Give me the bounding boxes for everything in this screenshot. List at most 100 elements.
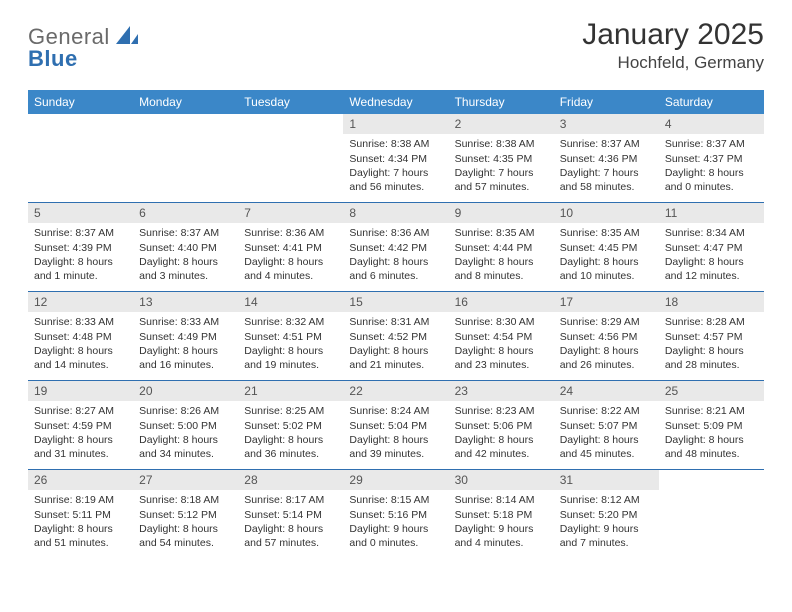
daylight-text: Daylight: 8 hours and 26 minutes. <box>560 344 653 372</box>
calendar-row: 19Sunrise: 8:27 AMSunset: 4:59 PMDayligh… <box>28 381 764 470</box>
sunset-text: Sunset: 5:20 PM <box>560 508 653 522</box>
calendar-cell: 28Sunrise: 8:17 AMSunset: 5:14 PMDayligh… <box>238 470 343 559</box>
day-detail: Sunrise: 8:37 AMSunset: 4:39 PMDaylight:… <box>28 223 133 289</box>
day-number: 12 <box>28 292 133 312</box>
day-number: 6 <box>133 203 238 223</box>
calendar-cell: 26Sunrise: 8:19 AMSunset: 5:11 PMDayligh… <box>28 470 133 559</box>
sunrise-text: Sunrise: 8:14 AM <box>455 493 548 507</box>
sunset-text: Sunset: 5:07 PM <box>560 419 653 433</box>
sunrise-text: Sunrise: 8:30 AM <box>455 315 548 329</box>
calendar-cell <box>28 114 133 203</box>
calendar-cell: 20Sunrise: 8:26 AMSunset: 5:00 PMDayligh… <box>133 381 238 470</box>
day-detail: Sunrise: 8:35 AMSunset: 4:45 PMDaylight:… <box>554 223 659 289</box>
daylight-text: Daylight: 8 hours and 54 minutes. <box>139 522 232 550</box>
calendar-cell: 27Sunrise: 8:18 AMSunset: 5:12 PMDayligh… <box>133 470 238 559</box>
brand-word-2: Blue <box>28 46 78 71</box>
day-detail: Sunrise: 8:22 AMSunset: 5:07 PMDaylight:… <box>554 401 659 467</box>
day-number: 14 <box>238 292 343 312</box>
calendar-cell: 6Sunrise: 8:37 AMSunset: 4:40 PMDaylight… <box>133 203 238 292</box>
day-detail: Sunrise: 8:12 AMSunset: 5:20 PMDaylight:… <box>554 490 659 556</box>
calendar-cell: 17Sunrise: 8:29 AMSunset: 4:56 PMDayligh… <box>554 292 659 381</box>
day-number: 11 <box>659 203 764 223</box>
calendar-cell: 11Sunrise: 8:34 AMSunset: 4:47 PMDayligh… <box>659 203 764 292</box>
sunrise-text: Sunrise: 8:12 AM <box>560 493 653 507</box>
day-number: 21 <box>238 381 343 401</box>
day-number: 8 <box>343 203 448 223</box>
col-monday: Monday <box>133 90 238 114</box>
calendar-cell: 8Sunrise: 8:36 AMSunset: 4:42 PMDaylight… <box>343 203 448 292</box>
sunrise-text: Sunrise: 8:19 AM <box>34 493 127 507</box>
sunset-text: Sunset: 4:39 PM <box>34 241 127 255</box>
daylight-text: Daylight: 8 hours and 6 minutes. <box>349 255 442 283</box>
day-number: 23 <box>449 381 554 401</box>
day-detail: Sunrise: 8:18 AMSunset: 5:12 PMDaylight:… <box>133 490 238 556</box>
sunrise-text: Sunrise: 8:28 AM <box>665 315 758 329</box>
day-detail: Sunrise: 8:34 AMSunset: 4:47 PMDaylight:… <box>659 223 764 289</box>
day-detail: Sunrise: 8:21 AMSunset: 5:09 PMDaylight:… <box>659 401 764 467</box>
sunset-text: Sunset: 5:18 PM <box>455 508 548 522</box>
day-detail: Sunrise: 8:37 AMSunset: 4:40 PMDaylight:… <box>133 223 238 289</box>
location-text: Hochfeld, Germany <box>582 53 764 73</box>
title-block: January 2025 Hochfeld, Germany <box>582 18 764 73</box>
sunrise-text: Sunrise: 8:33 AM <box>34 315 127 329</box>
sunset-text: Sunset: 5:11 PM <box>34 508 127 522</box>
day-number: 15 <box>343 292 448 312</box>
day-number <box>659 470 764 476</box>
sunset-text: Sunset: 4:52 PM <box>349 330 442 344</box>
sunrise-text: Sunrise: 8:27 AM <box>34 404 127 418</box>
sunset-text: Sunset: 4:56 PM <box>560 330 653 344</box>
day-detail: Sunrise: 8:17 AMSunset: 5:14 PMDaylight:… <box>238 490 343 556</box>
day-number: 30 <box>449 470 554 490</box>
calendar-cell: 25Sunrise: 8:21 AMSunset: 5:09 PMDayligh… <box>659 381 764 470</box>
calendar-cell <box>238 114 343 203</box>
month-title: January 2025 <box>582 18 764 51</box>
sunset-text: Sunset: 4:42 PM <box>349 241 442 255</box>
calendar-cell: 16Sunrise: 8:30 AMSunset: 4:54 PMDayligh… <box>449 292 554 381</box>
calendar-cell: 4Sunrise: 8:37 AMSunset: 4:37 PMDaylight… <box>659 114 764 203</box>
day-detail: Sunrise: 8:38 AMSunset: 4:34 PMDaylight:… <box>343 134 448 200</box>
day-detail: Sunrise: 8:14 AMSunset: 5:18 PMDaylight:… <box>449 490 554 556</box>
sunrise-text: Sunrise: 8:34 AM <box>665 226 758 240</box>
col-tuesday: Tuesday <box>238 90 343 114</box>
sunrise-text: Sunrise: 8:38 AM <box>349 137 442 151</box>
sunset-text: Sunset: 4:59 PM <box>34 419 127 433</box>
day-detail: Sunrise: 8:32 AMSunset: 4:51 PMDaylight:… <box>238 312 343 378</box>
day-detail: Sunrise: 8:37 AMSunset: 4:37 PMDaylight:… <box>659 134 764 200</box>
sunset-text: Sunset: 5:04 PM <box>349 419 442 433</box>
sunrise-text: Sunrise: 8:37 AM <box>34 226 127 240</box>
daylight-text: Daylight: 9 hours and 4 minutes. <box>455 522 548 550</box>
sail-icon <box>116 26 138 51</box>
calendar-cell: 15Sunrise: 8:31 AMSunset: 4:52 PMDayligh… <box>343 292 448 381</box>
daylight-text: Daylight: 8 hours and 45 minutes. <box>560 433 653 461</box>
sunrise-text: Sunrise: 8:37 AM <box>139 226 232 240</box>
sunset-text: Sunset: 5:09 PM <box>665 419 758 433</box>
sunset-text: Sunset: 5:12 PM <box>139 508 232 522</box>
day-number: 3 <box>554 114 659 134</box>
day-number: 2 <box>449 114 554 134</box>
sunset-text: Sunset: 4:51 PM <box>244 330 337 344</box>
daylight-text: Daylight: 8 hours and 19 minutes. <box>244 344 337 372</box>
daylight-text: Daylight: 8 hours and 36 minutes. <box>244 433 337 461</box>
day-number: 16 <box>449 292 554 312</box>
day-number: 19 <box>28 381 133 401</box>
day-number: 9 <box>449 203 554 223</box>
sunrise-text: Sunrise: 8:36 AM <box>244 226 337 240</box>
day-number <box>28 114 133 120</box>
day-number: 22 <box>343 381 448 401</box>
day-detail: Sunrise: 8:27 AMSunset: 4:59 PMDaylight:… <box>28 401 133 467</box>
header: General January 2025 Hochfeld, Germany <box>28 18 764 90</box>
daylight-text: Daylight: 8 hours and 14 minutes. <box>34 344 127 372</box>
calendar-row: 1Sunrise: 8:38 AMSunset: 4:34 PMDaylight… <box>28 114 764 203</box>
day-detail: Sunrise: 8:25 AMSunset: 5:02 PMDaylight:… <box>238 401 343 467</box>
sunrise-text: Sunrise: 8:23 AM <box>455 404 548 418</box>
day-number: 10 <box>554 203 659 223</box>
daylight-text: Daylight: 8 hours and 16 minutes. <box>139 344 232 372</box>
calendar-cell: 18Sunrise: 8:28 AMSunset: 4:57 PMDayligh… <box>659 292 764 381</box>
calendar-head: Sunday Monday Tuesday Wednesday Thursday… <box>28 90 764 114</box>
day-detail: Sunrise: 8:33 AMSunset: 4:49 PMDaylight:… <box>133 312 238 378</box>
daylight-text: Daylight: 9 hours and 0 minutes. <box>349 522 442 550</box>
day-detail: Sunrise: 8:38 AMSunset: 4:35 PMDaylight:… <box>449 134 554 200</box>
day-detail: Sunrise: 8:19 AMSunset: 5:11 PMDaylight:… <box>28 490 133 556</box>
day-detail: Sunrise: 8:26 AMSunset: 5:00 PMDaylight:… <box>133 401 238 467</box>
day-number: 31 <box>554 470 659 490</box>
